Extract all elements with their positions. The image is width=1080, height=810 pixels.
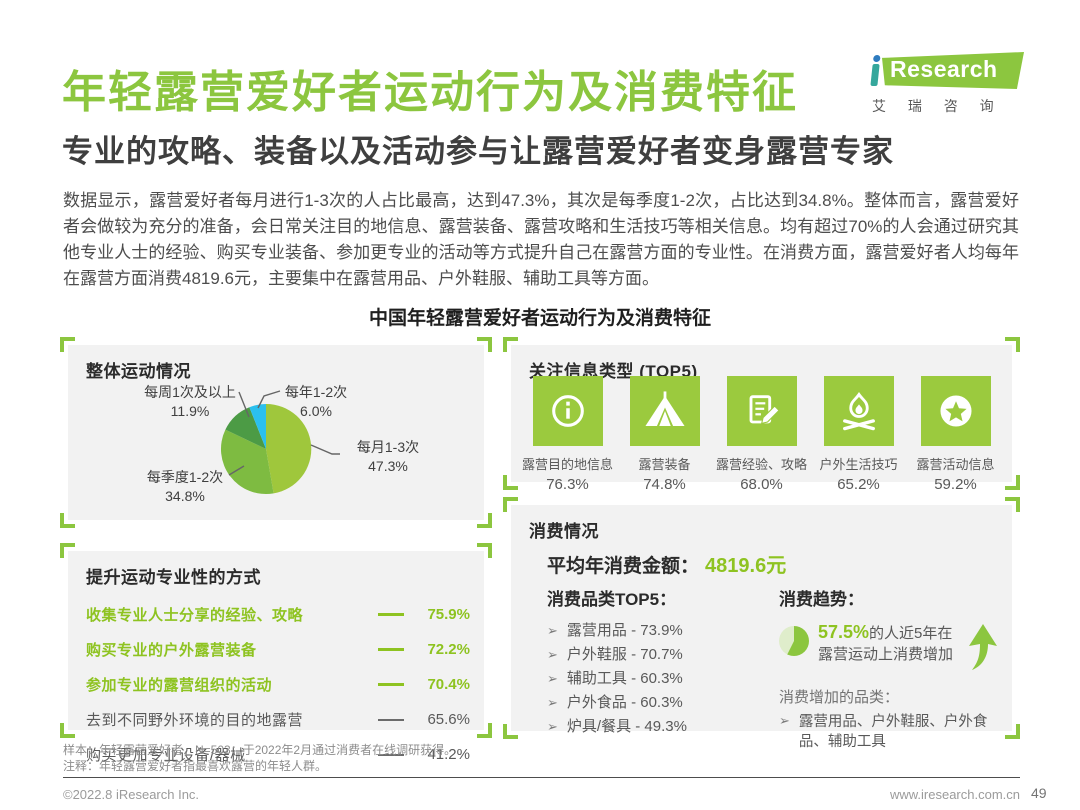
pie-label-quarterly: 每季度1-2次 34.8% [146, 469, 224, 504]
trend-percentage: 57.5% [818, 622, 870, 642]
corner-bracket [503, 724, 518, 739]
tent-icon [629, 376, 700, 446]
panel-title: 提升运动专业性的方式 [86, 568, 261, 587]
pie-leader-lines [228, 390, 340, 476]
page-title: 年轻露营爱好者运动行为及消费特征 [62, 68, 798, 117]
list-item: ➢ 露营用品 - 73.9% [547, 622, 683, 639]
logo-wordmark: Research [882, 52, 1024, 89]
pie-slice-monthly [266, 403, 312, 494]
panel-overall-activity: 整体运动情况 每月1-3次 47.3% 每季度1-2次 34.8% 每周1次及以… [60, 337, 492, 528]
panel-info-types: 关注信息类型 (TOP5) 露营目的地信息 76.3% 露营装备 74.8% [503, 337, 1020, 493]
info-type-item: 露营目的地信息 76.3% [519, 376, 616, 493]
intro-paragraph: 数据显示，露营爱好者每月进行1-3次的人占比最高，达到47.3%，其次是每季度1… [63, 191, 1019, 288]
iresearch-logo: Research 艾 瑞 咨 询 [870, 52, 1024, 116]
pie-slice-weekly [225, 407, 266, 449]
footnote-note: 注释：年轻露营爱好者指最喜欢露营的年轻人群。 [63, 759, 328, 773]
corner-bracket [60, 513, 75, 528]
corner-bracket [503, 475, 518, 490]
corner-bracket [1005, 497, 1020, 512]
dash-line [378, 648, 404, 651]
trend-highlight: 57.5%的人近5年在露营运动上消费增加 [779, 622, 1001, 670]
corner-bracket [1005, 475, 1020, 490]
pie-label-weekly: 每周1次及以上 11.9% [144, 384, 236, 419]
info-type-item: 户外生活技巧 65.2% [810, 376, 907, 493]
average-spend-value: 4819.6元 [705, 555, 787, 577]
panel-title: 整体运动情况 [86, 362, 191, 381]
corner-bracket [503, 337, 518, 352]
footer-divider [63, 777, 1020, 778]
list-item: ➢ 炉具/餐具 - 49.3% [547, 718, 687, 735]
info-type-row: 露营目的地信息 76.3% 露营装备 74.8% 露营经验、攻略 68.0% [519, 376, 1004, 493]
pie-label-yearly: 每年1-2次 6.0% [284, 384, 348, 419]
corner-bracket [1005, 337, 1020, 352]
corner-bracket [60, 723, 75, 738]
trend-column: 消费趋势： 57.5%的人近5年在露营运动上消费增加 消费增加的品类： ➢ 露营用… [779, 585, 1001, 752]
pie-slice-yearly [249, 404, 266, 449]
arrow-bullet-icon: ➢ [547, 647, 558, 662]
list-item: 购买专业的户外露营装备 72.2% [86, 641, 470, 659]
dash-line [378, 613, 404, 616]
arrow-bullet-icon: ➢ [779, 713, 790, 728]
pie-slice-quarterly [220, 429, 274, 495]
corner-bracket [60, 337, 75, 352]
figure-title: 中国年轻露营爱好者运动行为及消费特征 [368, 308, 711, 329]
list-item: ➢ 户外鞋服 - 70.7% [547, 646, 683, 663]
list-item: 收集专业人士分享的经验、攻略 75.9% [86, 606, 470, 624]
arrow-bullet-icon: ➢ [547, 623, 558, 638]
mini-pie-icon [779, 626, 809, 656]
website-url: www.iresearch.com.cn [889, 787, 1020, 802]
arrow-bullet-icon: ➢ [547, 671, 558, 686]
panel-consumption: 消费情况 平均年消费金额： 4819.6元 消费品类TOP5： ➢ 露营用品 - 7… [503, 497, 1020, 750]
campfire-icon [823, 376, 894, 446]
up-arrow-icon [969, 624, 997, 670]
improvement-list: 收集专业人士分享的经验、攻略 75.9% 购买专业的户外露营装备 72.2% 参… [68, 597, 484, 772]
copyright-text: ©2022.8 iResearch Inc. [63, 787, 200, 802]
page-number: 49 [1031, 785, 1047, 801]
list-item: ➢ 户外食品 - 60.3% [547, 694, 683, 711]
logo-chinese-name: 艾 瑞 咨 询 [872, 98, 1003, 114]
dash-line [378, 753, 404, 756]
info-type-item: 露营装备 74.8% [616, 376, 713, 493]
dash-line [378, 718, 404, 721]
list-item: 购买更加专业设备/器械 41.2% [86, 746, 470, 764]
list-item: ➢ 露营用品、户外鞋服、户外食品、辅助工具 [779, 713, 988, 750]
info-type-item: 露营经验、攻略 68.0% [713, 376, 810, 493]
list-item: 去到不同野外环境的目的地露营 65.6% [86, 711, 470, 729]
corner-bracket [1005, 724, 1020, 739]
corner-bracket [477, 337, 492, 352]
corner-bracket [477, 543, 492, 558]
list-item: ➢ 辅助工具 - 60.3% [547, 670, 683, 687]
list-item: 参加专业的露营组织的活动 70.4% [86, 676, 470, 694]
top5-categories-column: 消费品类TOP5： ➢ 露营用品 - 73.9% ➢ 户外鞋服 - 70.7% ➢ 辅… [547, 585, 775, 742]
info-type-item: 露营活动信息 59.2% [907, 376, 1004, 493]
corner-bracket [503, 497, 518, 512]
arrow-bullet-icon: ➢ [547, 695, 558, 710]
corner-bracket [477, 513, 492, 528]
footnote-sample: 样本：年轻露营爱好者，N=503；于2022年2月通过消费者在线调研获得。 [63, 743, 457, 757]
pie-label-monthly: 每月1-3次 47.3% [356, 439, 420, 474]
corner-bracket [60, 543, 75, 558]
guide-icon [726, 376, 797, 446]
info-icon [532, 376, 603, 446]
corner-bracket [477, 723, 492, 738]
average-spend-line: 平均年消费金额： 4819.6元 [547, 555, 787, 577]
panel-improvement-methods: 提升运动专业性的方式 收集专业人士分享的经验、攻略 75.9% 购买专业的户外露… [60, 543, 492, 764]
increase-categories: 消费增加的品类： ➢ 露营用品、户外鞋服、户外食品、辅助工具 [779, 686, 1001, 752]
panel-title: 消费情况 [529, 522, 599, 541]
dash-line [378, 683, 404, 686]
logo-i-icon [870, 55, 881, 86]
activity-pie-chart [220, 390, 340, 495]
star-icon [920, 376, 991, 446]
page-subtitle: 专业的攻略、装备以及活动参与让露营爱好者变身露营专家 [62, 134, 894, 169]
arrow-bullet-icon: ➢ [547, 719, 558, 734]
logo-mark: Research [870, 52, 1024, 89]
